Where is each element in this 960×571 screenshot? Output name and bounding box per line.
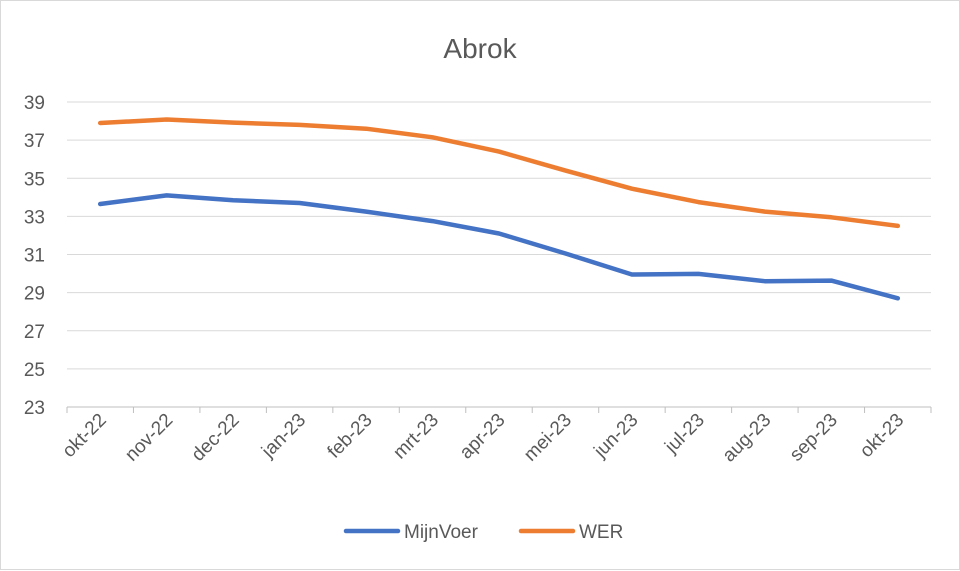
series-lines <box>97 117 901 301</box>
x-tick-label: aug-23 <box>719 410 776 467</box>
y-tick-label: 39 <box>24 93 45 114</box>
x-tick-label: jun-23 <box>590 410 643 463</box>
legend: MijnVoer WER <box>343 522 623 543</box>
x-tick-label: jul-23 <box>660 410 708 458</box>
y-tick-label: 27 <box>24 322 45 343</box>
x-tick-label: mei-23 <box>520 410 576 466</box>
y-tick-label: 37 <box>24 131 45 152</box>
y-tick-label: 23 <box>24 398 45 419</box>
legend-label: WER <box>579 522 623 543</box>
y-axis-tick-labels: 23 25 27 29 31 33 35 37 39 <box>24 93 45 419</box>
x-tick-label: okt-23 <box>856 410 908 462</box>
series-line-wer <box>97 117 901 229</box>
x-tick-label: dec-22 <box>188 410 244 466</box>
x-axis <box>66 406 932 413</box>
x-tick-label: jan-23 <box>257 410 310 463</box>
series-line-mijnvoer <box>97 193 901 301</box>
y-tick-label: 25 <box>24 360 45 381</box>
x-tick-label: sep-23 <box>786 410 842 466</box>
x-axis-tick-labels: okt-22 nov-22 dec-22 jan-23 feb-23 mrt-23 apr-… <box>59 410 909 467</box>
y-tick-label: 33 <box>24 207 45 228</box>
y-tick-label: 29 <box>24 284 45 305</box>
y-tick-label: 35 <box>24 169 45 190</box>
y-tick-label: 31 <box>24 246 45 267</box>
x-tick-label: okt-22 <box>59 410 111 462</box>
x-tick-label: nov-22 <box>121 410 177 466</box>
x-tick-label: mrt-23 <box>389 410 443 464</box>
legend-label: MijnVoer <box>404 522 479 543</box>
x-tick-label: feb-23 <box>324 410 377 463</box>
gridlines <box>67 101 931 370</box>
x-tick-label: apr-23 <box>456 410 510 464</box>
chart-title: Abrok <box>443 33 517 64</box>
